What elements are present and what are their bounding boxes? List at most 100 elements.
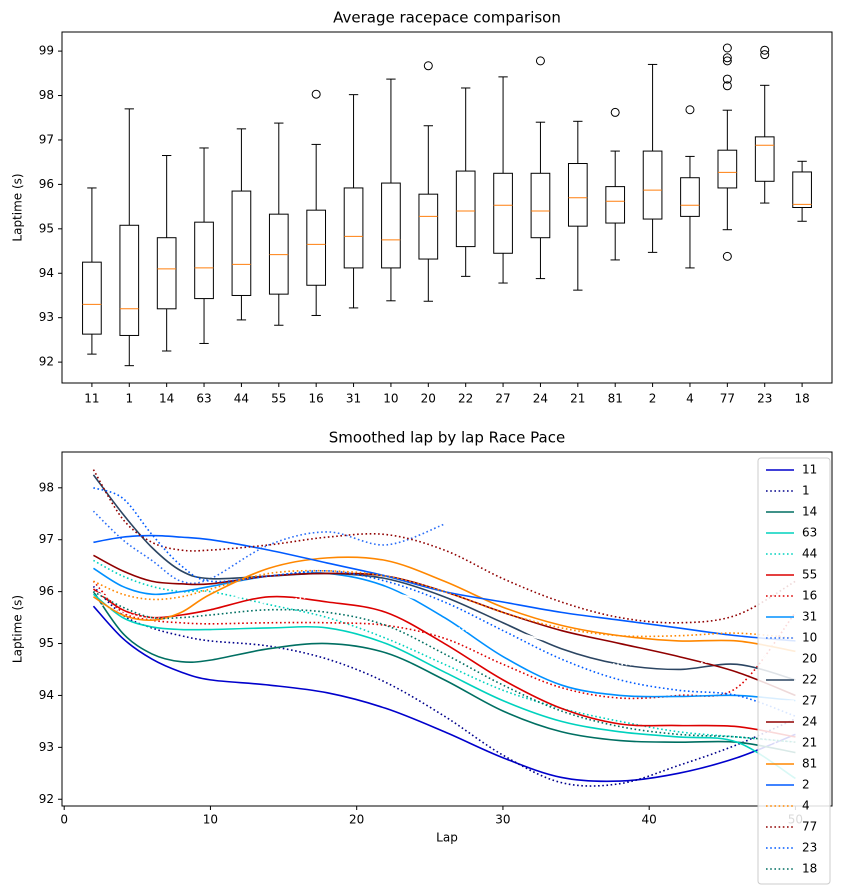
box-group: 55: [268, 122, 289, 406]
y-tick-label: 96: [39, 584, 54, 598]
box: [418, 193, 439, 260]
y-tick-label: 93: [39, 310, 54, 324]
legend-label: 18: [802, 862, 817, 876]
x-tick-label: 23: [757, 392, 772, 406]
x-tick-label: 63: [196, 392, 211, 406]
y-tick-label: 95: [39, 221, 54, 235]
box: [231, 190, 252, 296]
legend-label: 14: [802, 505, 817, 519]
box: [194, 221, 214, 300]
series-line: [93, 487, 796, 717]
legend-label: 23: [802, 841, 817, 855]
y-tick-label: 97: [39, 132, 54, 146]
box-group: 81: [605, 107, 626, 406]
x-tick-label: 18: [794, 392, 809, 406]
legend-label: 31: [802, 610, 817, 624]
box-group: 24: [530, 56, 551, 406]
y-tick-label: 94: [39, 266, 54, 280]
legend-label: 63: [802, 526, 817, 540]
box-group: 16: [306, 89, 327, 406]
outlier: [423, 61, 433, 71]
y-tick-label: 92: [39, 792, 54, 806]
outlier: [722, 43, 732, 53]
series-line: [92, 591, 796, 754]
series-line: [93, 554, 796, 697]
legend-label: 10: [802, 631, 817, 645]
box-group: 63: [194, 147, 214, 406]
box: [381, 182, 401, 269]
outlier: [760, 50, 770, 60]
series-line: [92, 605, 796, 783]
y-tick-label: 97: [39, 532, 54, 546]
legend-label: 81: [802, 757, 817, 771]
series-line: [92, 510, 445, 585]
outlier: [610, 107, 620, 117]
box: [530, 172, 551, 239]
y-tick-label: 92: [39, 355, 54, 369]
legend-label: 44: [802, 547, 817, 561]
x-tick-label: 81: [608, 392, 623, 406]
outlier: [760, 45, 770, 55]
box-group: 20: [418, 61, 439, 406]
y-axis-label: Laptime (s): [11, 595, 25, 663]
box: [493, 172, 513, 254]
legend-label: 20: [802, 652, 817, 666]
x-tick-label: 20: [349, 813, 364, 827]
x-tick-label: 30: [495, 813, 510, 827]
series-line: [92, 588, 796, 738]
box: [680, 177, 700, 217]
series-line: [92, 469, 796, 624]
outlier: [685, 105, 695, 115]
x-tick-label: 27: [495, 392, 510, 406]
box-group: 23: [754, 45, 775, 406]
legend-label: 55: [802, 568, 817, 582]
plot-frame: [61, 31, 833, 384]
x-tick-label: 21: [570, 392, 585, 406]
y-tick-label: 94: [39, 688, 54, 702]
legend-label: 2: [802, 778, 810, 792]
series-line: [92, 585, 796, 787]
x-tick-label: 55: [271, 392, 286, 406]
box-group: 18: [792, 160, 812, 406]
series-line: [93, 549, 796, 672]
legend-label: 24: [802, 715, 817, 729]
outlier: [722, 251, 732, 261]
y-tick-label: 99: [39, 44, 54, 58]
outlier: [722, 56, 732, 66]
series-line: [93, 559, 796, 743]
x-tick-label: 2: [649, 392, 657, 406]
box-group: 10: [381, 78, 401, 406]
y-tick-label: 95: [39, 636, 54, 650]
box-group: 1: [119, 108, 140, 406]
plot-frame: [61, 451, 833, 807]
box-group: 11: [82, 187, 102, 406]
x-tick-label: 0: [60, 813, 68, 827]
x-tick-label: 44: [234, 392, 249, 406]
x-tick-label: 31: [346, 392, 361, 406]
outlier: [722, 53, 732, 63]
box-group: 22: [455, 87, 476, 406]
x-tick-label: 22: [458, 392, 473, 406]
x-tick-label: 14: [159, 392, 174, 406]
x-tick-label: 10: [203, 813, 218, 827]
box: [306, 209, 327, 286]
y-tick-label: 98: [39, 480, 54, 494]
box: [792, 171, 812, 209]
box: [605, 186, 626, 224]
legend-label: 77: [802, 820, 817, 834]
box: [82, 261, 102, 335]
box-group: 14: [156, 155, 177, 406]
box: [642, 150, 663, 220]
y-tick-label: 96: [39, 177, 54, 191]
box-group: 4: [680, 105, 700, 406]
outlier: [311, 89, 321, 99]
x-tick-label: 10: [383, 392, 398, 406]
x-tick-label: 11: [84, 392, 99, 406]
legend-box: [757, 457, 831, 885]
legend-label: 21: [802, 736, 817, 750]
series-line: [93, 590, 796, 743]
legend-label: 4: [802, 799, 810, 813]
series-line: [92, 474, 796, 681]
